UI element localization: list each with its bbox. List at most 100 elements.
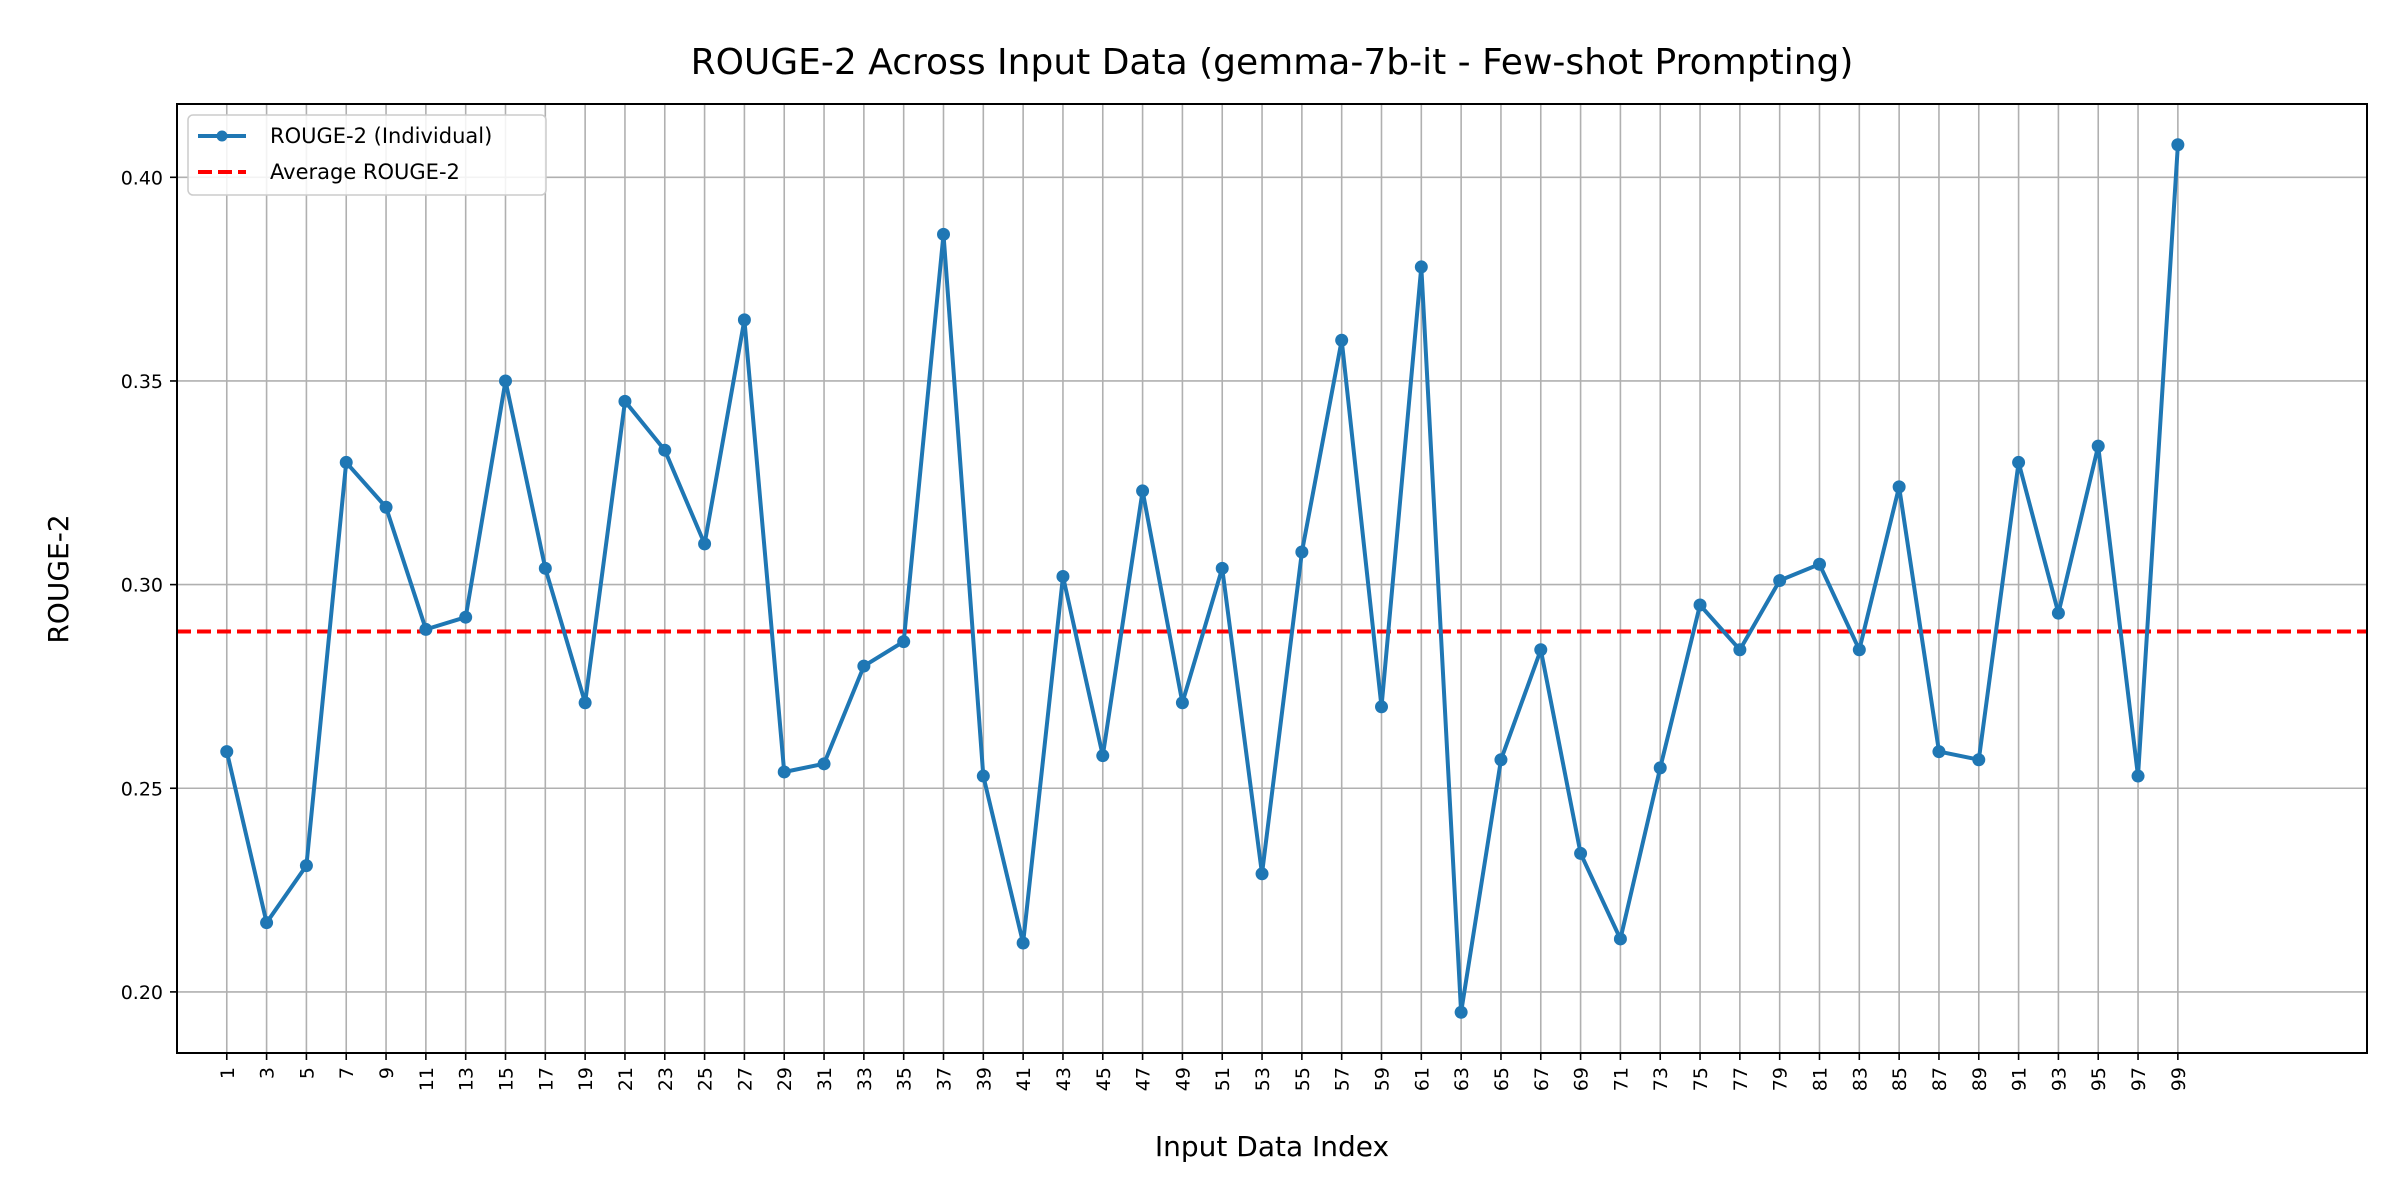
series-line-individual — [224, 144, 2180, 1015]
legend-swatch-individual-marker — [216, 130, 228, 142]
chart-title: ROUGE-2 Across Input Data (gemma-7b-it -… — [691, 42, 1854, 83]
x-axis-label: Input Data Index — [1155, 1130, 1389, 1163]
x-tick-label: 59 — [1372, 1067, 1394, 1091]
data-point — [1136, 484, 1150, 498]
data-point — [698, 537, 712, 551]
data-point — [459, 610, 473, 624]
x-tick-label: 95 — [2088, 1067, 2110, 1091]
x-tick-label: 41 — [1013, 1067, 1035, 1091]
x-tick-label: 71 — [1610, 1067, 1632, 1091]
data-point — [1215, 561, 1229, 575]
data-point — [499, 374, 512, 388]
legend-label-average: Average ROUGE-2 — [270, 160, 460, 184]
x-tick-label: 31 — [814, 1067, 836, 1091]
data-point — [1574, 846, 1588, 860]
x-tick-label: 87 — [1929, 1067, 1951, 1091]
data-point — [1295, 545, 1309, 559]
x-tick-label: 85 — [1889, 1067, 1911, 1091]
data-point — [976, 769, 990, 783]
x-tick-label: 99 — [2168, 1067, 2190, 1091]
data-point — [937, 227, 950, 241]
data-point — [737, 313, 751, 327]
y-tick-label: 0.20 — [121, 982, 163, 1004]
data-point — [1852, 643, 1866, 657]
x-tick-label: 53 — [1252, 1067, 1274, 1091]
x-tick-label: 75 — [1690, 1067, 1712, 1091]
x-tick-label: 15 — [496, 1067, 518, 1091]
x-tick-label: 17 — [535, 1067, 557, 1091]
x-tick-label: 55 — [1292, 1067, 1314, 1091]
x-axis-ticks: 1 3 5 7 9 11 13 15 17 19 21 23 25 27 29 31 33 35 37 39 41 43 4… — [217, 1053, 2190, 1091]
data-point — [578, 696, 592, 710]
x-tick-label: 91 — [2009, 1067, 2031, 1091]
x-tick-label: 61 — [1411, 1067, 1433, 1091]
x-tick-label: 97 — [2128, 1067, 2150, 1091]
data-point — [299, 859, 313, 873]
legend-label-individual: ROUGE-2 (Individual) — [270, 124, 492, 148]
data-point — [1932, 745, 1946, 759]
x-tick-label: 63 — [1451, 1067, 1473, 1091]
y-tick-label: 0.25 — [121, 778, 163, 800]
data-point — [2012, 455, 2026, 469]
data-point — [1255, 867, 1269, 881]
data-point — [777, 765, 791, 779]
x-tick-label: 3 — [257, 1067, 279, 1079]
x-tick-label: 13 — [456, 1067, 478, 1091]
x-tick-label: 93 — [2048, 1067, 2070, 1091]
data-point — [1892, 480, 1906, 494]
x-tick-label: 67 — [1531, 1067, 1553, 1091]
x-tick-label: 83 — [1849, 1067, 1871, 1091]
x-tick-label: 7 — [336, 1067, 358, 1079]
x-tick-label: 89 — [1969, 1067, 1991, 1091]
x-tick-label: 23 — [655, 1067, 677, 1091]
x-tick-label: 39 — [973, 1067, 995, 1091]
data-point — [339, 455, 353, 469]
data-point — [538, 561, 552, 575]
data-point — [1534, 643, 1548, 657]
x-tick-label: 81 — [1810, 1067, 1832, 1091]
data-point — [1056, 569, 1070, 583]
data-point — [1653, 761, 1667, 775]
data-point — [1096, 749, 1110, 763]
data-point — [1733, 643, 1747, 657]
x-tick-label: 33 — [854, 1067, 876, 1091]
x-tick-label: 57 — [1332, 1067, 1354, 1091]
data-point — [2171, 138, 2185, 152]
data-point — [2091, 439, 2105, 453]
x-tick-label: 1 — [217, 1067, 239, 1079]
x-tick-label: 43 — [1053, 1067, 1075, 1091]
y-axis-ticks: 0.20 0.25 0.30 0.35 0.40 — [121, 167, 177, 1004]
data-point — [1972, 753, 1986, 767]
x-tick-label: 37 — [934, 1067, 956, 1091]
x-tick-label: 65 — [1491, 1067, 1513, 1091]
data-point — [1813, 557, 1826, 571]
x-tick-label: 29 — [774, 1067, 796, 1091]
data-point — [220, 745, 234, 759]
y-axis-label: ROUGE-2 — [42, 514, 75, 643]
x-tick-label: 51 — [1212, 1067, 1234, 1091]
series-layer — [220, 138, 2185, 1019]
x-tick-label: 47 — [1133, 1067, 1155, 1091]
data-point — [1016, 936, 1030, 950]
x-tick-label: 27 — [734, 1067, 756, 1091]
data-point — [1175, 696, 1189, 710]
data-point — [1494, 753, 1508, 767]
data-point — [817, 757, 831, 771]
x-tick-label: 45 — [1093, 1067, 1115, 1091]
x-tick-label: 11 — [416, 1067, 438, 1091]
y-tick-label: 0.35 — [121, 371, 163, 393]
y-tick-label: 0.40 — [121, 167, 163, 189]
data-point — [1414, 260, 1428, 274]
data-point — [1335, 333, 1349, 347]
x-tick-label: 21 — [615, 1067, 637, 1091]
plot-frame — [176, 103, 2368, 1054]
y-tick-label: 0.30 — [121, 575, 163, 597]
x-tick-label: 73 — [1650, 1067, 1672, 1091]
data-point — [618, 394, 632, 408]
x-tick-label: 49 — [1172, 1067, 1194, 1091]
data-point — [1773, 574, 1787, 588]
data-point — [1613, 932, 1627, 946]
data-point — [1375, 700, 1388, 714]
x-tick-label: 19 — [575, 1067, 597, 1091]
